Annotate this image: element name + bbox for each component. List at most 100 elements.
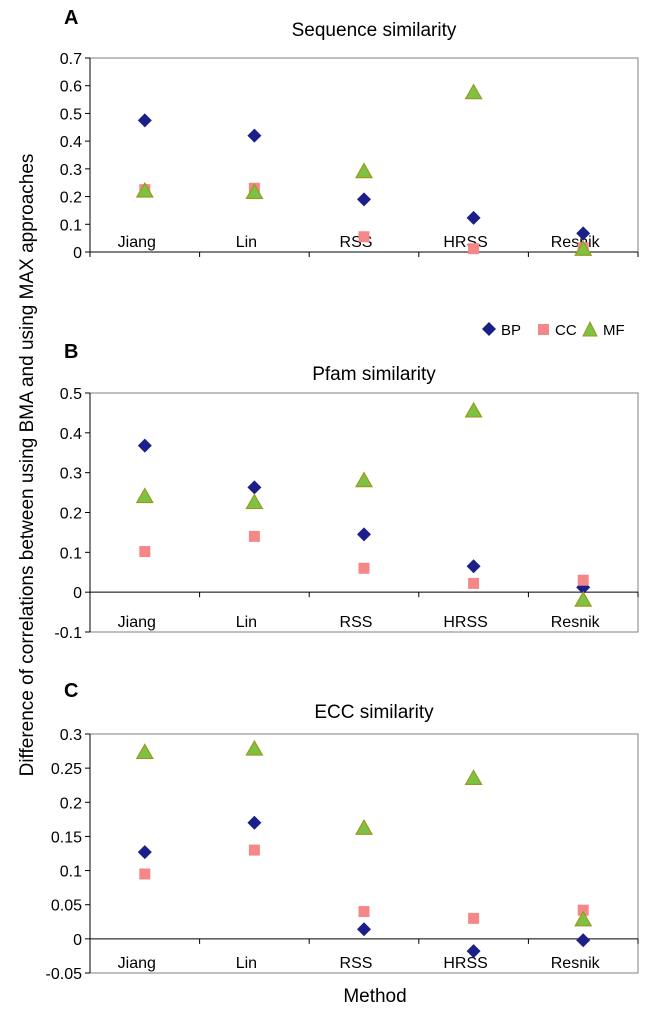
y-tick-label-c: 0.05 xyxy=(51,898,82,915)
legend-marker-bp xyxy=(482,322,496,336)
category-label-b: Resnik xyxy=(551,614,601,631)
category-label-a: Lin xyxy=(236,234,257,251)
category-label-a: Jiang xyxy=(118,234,156,251)
point-c-bp xyxy=(357,922,371,937)
y-tick-label-c: 0.25 xyxy=(51,761,82,778)
point-a-mf xyxy=(354,162,374,179)
point-b-bp xyxy=(466,559,481,574)
point-a-bp xyxy=(466,210,481,225)
point-b-bp xyxy=(247,480,262,495)
panels: A Sequence similarity 0 0.1 0.2 0.3 0.4 0.5 0.6 0… xyxy=(46,7,639,983)
y-tick-label-a: 0.7 xyxy=(60,51,82,68)
y-tick-label-b: 0.4 xyxy=(60,426,82,443)
category-label-b: HRSS xyxy=(443,614,487,631)
panel-title-a: Sequence similarity xyxy=(292,20,457,41)
y-tick-label-c: 0.2 xyxy=(60,795,82,812)
y-tick-label-a: 0 xyxy=(73,245,82,262)
y-tick-label-a: 0.3 xyxy=(60,162,82,179)
y-tick-label-c: 0.15 xyxy=(51,829,82,846)
plot-frame-c xyxy=(89,733,639,974)
legend-label-cc: CC xyxy=(555,322,577,339)
panel-c: C ECC similarity -0.05 0 0.05 0.1 0.15 0.2 0.25 0… xyxy=(46,680,639,983)
point-c-cc xyxy=(248,844,260,856)
point-c-cc xyxy=(139,868,151,880)
point-a-cc xyxy=(468,243,480,255)
plot-frame-b xyxy=(89,392,639,633)
point-c-bp xyxy=(137,845,152,860)
point-b-mf xyxy=(464,401,483,418)
point-c-cc xyxy=(358,906,370,918)
legend-entry-mf: MF xyxy=(582,320,625,339)
point-c-mf xyxy=(354,819,374,835)
legend-marker-cc xyxy=(538,324,549,335)
legend-label-bp: BP xyxy=(501,322,521,339)
point-a-mf xyxy=(135,181,154,198)
y-tick-label-b: 0 xyxy=(73,585,82,602)
panel-a: A Sequence similarity 0 0.1 0.2 0.3 0.4 0.5 0.6 0… xyxy=(60,7,639,262)
point-a-bp xyxy=(357,192,371,207)
y-tick-label-c: 0 xyxy=(73,932,82,949)
point-b-mf xyxy=(245,493,264,510)
point-a-mf xyxy=(245,183,264,200)
point-c-bp xyxy=(576,933,591,948)
category-label-a: HRSS xyxy=(443,234,487,251)
point-b-cc xyxy=(358,562,370,574)
panel-title-c: ECC similarity xyxy=(314,702,434,723)
category-label-c: HRSS xyxy=(443,955,487,972)
panel-title-b: Pfam similarity xyxy=(312,364,436,385)
point-c-mf xyxy=(135,743,154,760)
y-tick-label-c: 0.3 xyxy=(60,727,82,744)
panel-letter-b: B xyxy=(64,341,78,363)
panel-letter-a: A xyxy=(64,7,78,29)
x-axis-label: Method xyxy=(343,986,406,1007)
category-label-c: RSS xyxy=(340,955,373,972)
legend-entry-bp: BP xyxy=(482,322,521,339)
point-b-bp xyxy=(137,438,152,453)
y-tick-label-b: 0.1 xyxy=(60,545,82,562)
legend: BP CC MF xyxy=(482,320,625,339)
y-tick-label-b: 0.3 xyxy=(60,466,82,483)
point-a-mf xyxy=(574,240,593,256)
category-label-b: Lin xyxy=(236,614,257,631)
point-c-bp xyxy=(247,815,262,830)
y-tick-label-c: -0.05 xyxy=(46,966,83,983)
plot-frame-a xyxy=(89,57,639,253)
point-b-cc xyxy=(577,574,589,586)
point-c-mf xyxy=(245,739,264,756)
point-c-bp xyxy=(466,944,481,959)
category-label-c: Lin xyxy=(236,955,257,972)
legend-label-mf: MF xyxy=(603,322,625,339)
point-a-bp xyxy=(247,128,262,143)
y-axis-label: Difference of correlations between using… xyxy=(17,154,38,777)
y-tick-label-a: 0.4 xyxy=(60,134,82,151)
y-tick-label-a: 0.2 xyxy=(60,190,82,207)
point-b-mf xyxy=(135,487,154,504)
category-label-c: Resnik xyxy=(551,955,601,972)
point-c-cc xyxy=(468,912,480,924)
panel-b: B Pfam similarity -0.1 0 0.1 0.2 0.3 0.4 0.5 Jian… xyxy=(54,341,639,642)
point-a-mf xyxy=(464,83,483,100)
legend-marker-mf xyxy=(582,320,598,337)
point-b-bp xyxy=(357,527,371,542)
category-label-b: Jiang xyxy=(118,614,156,631)
panel-letter-c: C xyxy=(64,680,78,702)
point-b-mf xyxy=(574,590,593,607)
point-b-cc xyxy=(248,530,260,542)
y-tick-label-a: 0.5 xyxy=(60,106,82,123)
y-tick-label-a: 0.6 xyxy=(60,79,82,96)
y-tick-label-c: 0.1 xyxy=(60,864,82,881)
point-b-cc xyxy=(139,546,151,558)
point-a-bp xyxy=(576,226,591,241)
point-a-bp xyxy=(137,113,152,128)
category-label-b: RSS xyxy=(340,614,373,631)
y-tick-label-b: 0.2 xyxy=(60,506,82,523)
category-label-a: Resnik xyxy=(551,234,601,251)
legend-entry-cc: CC xyxy=(538,322,577,339)
point-c-cc xyxy=(577,904,589,916)
category-label-c: Jiang xyxy=(118,955,156,972)
point-c-mf xyxy=(464,769,483,785)
y-tick-label-a: 0.1 xyxy=(60,217,82,234)
point-b-cc xyxy=(468,577,480,589)
point-c-mf xyxy=(574,910,593,927)
